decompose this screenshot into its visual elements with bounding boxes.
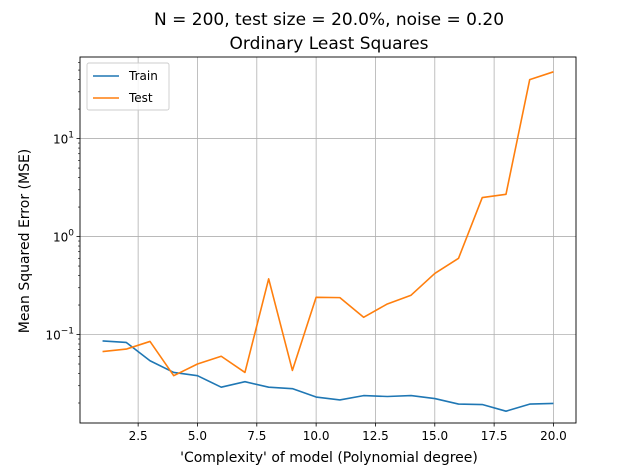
x-tick-label: 10.0	[303, 429, 330, 443]
y-axis-label: Mean Squared Error (MSE)	[17, 149, 33, 334]
chart-subtitle: Ordinary Least Squares	[230, 34, 429, 54]
y-tick-label-base: 10	[45, 329, 60, 343]
y-tick-label-base: 10	[53, 133, 68, 147]
y-tick-label-exponent: −1	[61, 327, 74, 337]
x-tick-label: 17.5	[481, 429, 508, 443]
x-tick-label: 7.5	[247, 429, 266, 443]
y-tick-label-exponent: 1	[68, 131, 74, 141]
plot-frame	[79, 56, 577, 424]
y-tick-label: 101	[53, 131, 74, 147]
y-tick-label-exponent: 0	[68, 229, 74, 239]
series-line-test	[102, 71, 554, 377]
y-tick-label: 100	[53, 229, 74, 245]
legend: Train Test	[86, 62, 170, 111]
x-tick-label: 15.0	[421, 429, 448, 443]
x-tick-label: 12.5	[362, 429, 389, 443]
y-tick-label-base: 10	[53, 231, 68, 245]
x-tick-label: 2.5	[129, 429, 148, 443]
legend-label-train: Train	[128, 69, 158, 83]
axes	[79, 56, 577, 424]
x-ticks: 2.5 5.0 7.5 10.0 12.5 15.0 17.5 20.0	[129, 423, 567, 443]
y-tick-label: 10−1	[45, 327, 74, 343]
grid	[80, 57, 576, 423]
series-layer	[102, 71, 554, 412]
x-tick-label: 20.0	[540, 429, 567, 443]
chart-title: N = 200, test size = 20.0%, noise = 0.20	[154, 10, 504, 30]
legend-label-test: Test	[128, 91, 153, 105]
x-tick-label: 5.0	[188, 429, 207, 443]
x-axis-label: 'Complexity' of model (Polynomial degree…	[180, 450, 478, 466]
